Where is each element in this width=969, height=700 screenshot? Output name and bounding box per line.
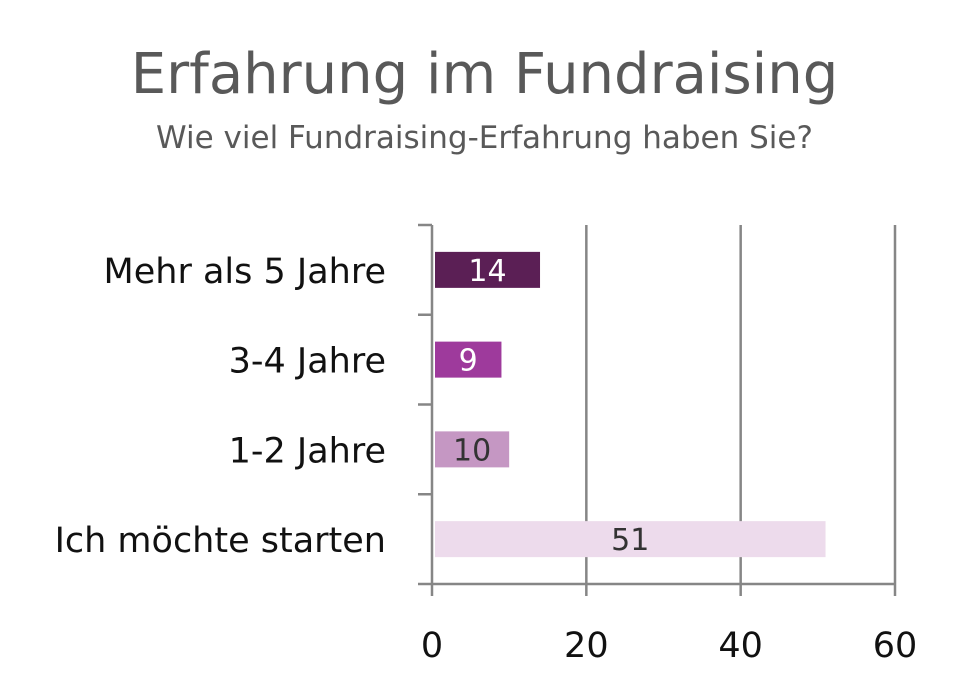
bar: [435, 251, 541, 288]
bar: [435, 431, 510, 468]
chart-subtitle: Wie viel Fundraising-Erfahrung haben Sie…: [156, 120, 813, 156]
chart-title: Erfahrung im Fundraising: [130, 42, 839, 107]
bar-value-label: 9: [459, 344, 478, 379]
bars: [435, 251, 826, 558]
axes: [418, 223, 897, 596]
category-label: Ich möchte starten: [55, 521, 386, 561]
x-tick-label: 20: [564, 626, 609, 666]
labels: 0 20 40 60 14 Mehr als 5 Jahre 9 3-4 Jahre 10 1-2…: [55, 252, 918, 666]
bar-value-label: 10: [453, 433, 491, 468]
x-tick-label: 0: [421, 626, 443, 666]
x-tick-label: 60: [873, 626, 918, 666]
category-label: 1-2 Jahre: [229, 431, 386, 471]
x-tick-label: 40: [718, 626, 763, 666]
bar-value-label: 51: [611, 523, 649, 558]
category-label: 3-4 Jahre: [229, 342, 386, 382]
bar: [435, 341, 502, 378]
bar: [435, 521, 826, 558]
bar-value-label: 14: [468, 254, 506, 289]
category-label: Mehr als 5 Jahre: [104, 252, 386, 292]
